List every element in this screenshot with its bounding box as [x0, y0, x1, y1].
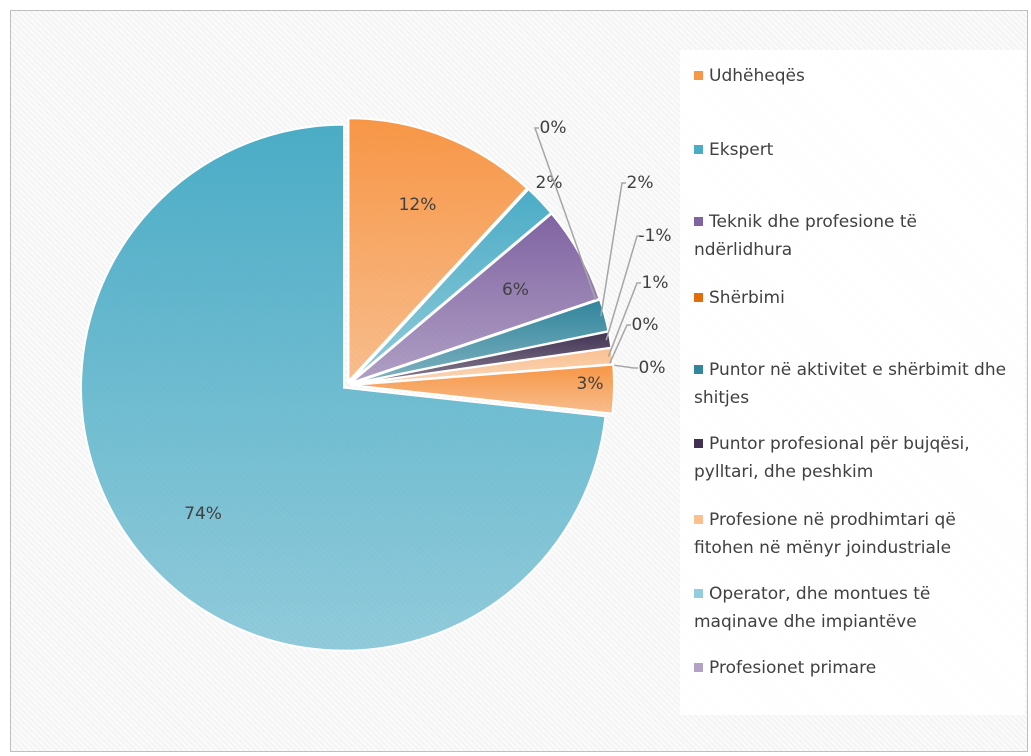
- data-label: 0%: [632, 315, 659, 335]
- data-label: 2%: [536, 173, 563, 193]
- legend-item: Puntor në aktivitet e shërbimit dhe shit…: [694, 356, 1014, 412]
- legend-swatch: [694, 217, 703, 226]
- data-label: 1%: [642, 273, 669, 293]
- legend-swatch: [694, 515, 703, 524]
- data-label: 74%: [184, 504, 222, 524]
- legend: Udhëheqës Ekspert Teknik dhe profesione të…: [680, 50, 1025, 715]
- legend-item: Puntor profesional për bujqësi, pylltari…: [694, 430, 1014, 486]
- legend-swatch: [694, 365, 703, 374]
- data-label: 6%: [502, 280, 529, 300]
- legend-label: Ekspert: [709, 140, 774, 160]
- legend-item: Udhëheqës: [694, 62, 1014, 90]
- legend-label: Profesionet primare: [709, 658, 877, 678]
- legend-label: Shërbimi: [709, 288, 785, 308]
- legend-item: Profesione në prodhimtari që fitohen në …: [694, 506, 1014, 562]
- legend-label: Profesione në prodhimtari që fitohen në …: [694, 510, 956, 558]
- data-label: -1%: [638, 226, 671, 246]
- legend-swatch: [694, 145, 703, 154]
- leader-line: [607, 282, 641, 357]
- legend-item: Shërbimi: [694, 284, 1014, 312]
- data-label: 12%: [399, 195, 437, 215]
- data-label: 3%: [577, 374, 604, 394]
- legend-item: Operator, dhe montues të maqinave dhe im…: [694, 580, 1014, 636]
- legend-label: Udhëheqës: [709, 66, 805, 86]
- legend-swatch: [694, 663, 703, 672]
- leader-line: [533, 127, 597, 301]
- legend-label: Puntor profesional për bujqësi, pylltari…: [694, 434, 970, 482]
- leader-line: [600, 182, 626, 317]
- pie-slice: [350, 363, 615, 415]
- legend-label: Teknik dhe profesione të ndërlidhura: [694, 212, 917, 260]
- legend-item: Teknik dhe profesione të ndërlidhura: [694, 208, 1014, 264]
- legend-swatch: [694, 71, 703, 80]
- legend-label: Puntor në aktivitet e shërbimit dhe shit…: [694, 360, 1007, 408]
- data-label: 2%: [627, 173, 654, 193]
- legend-item: Ekspert: [694, 136, 1014, 164]
- legend-item: Profesionet primare: [694, 654, 1014, 682]
- legend-label: Operator, dhe montues të maqinave dhe im…: [694, 584, 931, 632]
- leader-line: [605, 235, 641, 341]
- legend-swatch: [694, 439, 703, 448]
- pie-slice: [349, 187, 553, 384]
- data-label: 0%: [540, 118, 567, 138]
- leader-line: [608, 324, 631, 365]
- legend-swatch: [694, 589, 703, 598]
- legend-swatch: [694, 293, 703, 302]
- pie-slice: [347, 117, 529, 384]
- leader-line: [609, 363, 638, 369]
- data-label: 0%: [639, 358, 666, 378]
- pie-slice: [80, 123, 607, 652]
